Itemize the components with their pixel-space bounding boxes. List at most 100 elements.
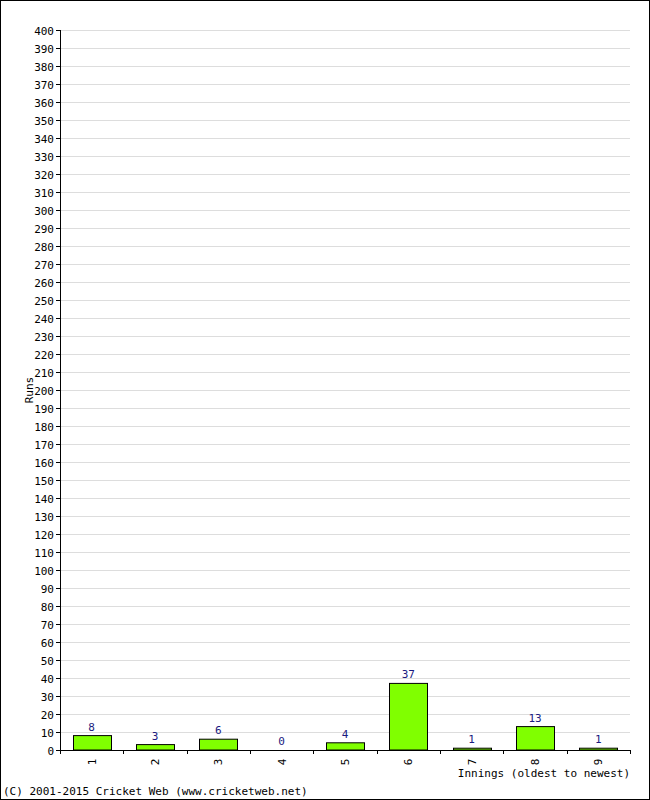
y-tick-label: 120 [34, 529, 54, 542]
grid-line [60, 48, 630, 49]
y-tick [56, 138, 60, 139]
y-tick [56, 156, 60, 157]
y-tick [56, 84, 60, 85]
y-tick [56, 678, 60, 679]
grid-line [60, 66, 630, 67]
bar [580, 748, 618, 750]
y-tick-label: 380 [34, 61, 54, 74]
y-tick-label: 320 [34, 169, 54, 182]
y-tick [56, 660, 60, 661]
grid-line [60, 660, 630, 661]
x-tick [187, 750, 188, 754]
bar [454, 748, 492, 750]
x-tick [567, 750, 568, 754]
y-tick-label: 280 [34, 241, 54, 254]
grid-line [60, 444, 630, 445]
y-tick-label: 360 [34, 97, 54, 110]
y-tick-label: 350 [34, 115, 54, 128]
y-tick-label: 190 [34, 403, 54, 416]
x-tick [503, 750, 504, 754]
y-tick [56, 300, 60, 301]
y-tick [56, 228, 60, 229]
grid-line [60, 534, 630, 535]
copyright: (C) 2001-2015 Cricket Web (www.cricketwe… [3, 785, 308, 798]
bar [517, 727, 555, 750]
grid-line [60, 372, 630, 373]
y-tick [56, 480, 60, 481]
grid-line [60, 678, 630, 679]
y-tick-label: 60 [41, 637, 54, 650]
data-label: 1 [595, 733, 602, 746]
grid-line [60, 642, 630, 643]
y-tick-label: 0 [47, 745, 54, 758]
y-tick-label: 330 [34, 151, 54, 164]
y-tick-label: 370 [34, 79, 54, 92]
y-tick [56, 552, 60, 553]
bar [137, 745, 175, 750]
y-tick [56, 408, 60, 409]
y-tick [56, 750, 60, 751]
grid-line [60, 624, 630, 625]
x-tick [440, 750, 441, 754]
y-tick [56, 714, 60, 715]
grid-line [60, 570, 630, 571]
x-tick-label: 6 [402, 759, 415, 766]
y-tick-label: 390 [34, 43, 54, 56]
data-label: 13 [528, 712, 541, 725]
grid-line [60, 462, 630, 463]
bar [200, 739, 238, 750]
data-label: 6 [215, 724, 222, 737]
grid-line [60, 84, 630, 85]
y-tick-label: 140 [34, 493, 54, 506]
y-tick-label: 400 [34, 25, 54, 38]
y-tick [56, 516, 60, 517]
grid-line [60, 246, 630, 247]
y-tick-label: 230 [34, 331, 54, 344]
grid-line [60, 318, 630, 319]
data-label: 8 [88, 721, 95, 734]
chart: 0102030405060708090100110120130140150160… [0, 0, 650, 800]
bars [74, 683, 618, 750]
grid-line [60, 120, 630, 121]
x-tick [123, 750, 124, 754]
x-tick-label: 2 [149, 759, 162, 766]
grid-line [60, 750, 630, 751]
y-tick [56, 462, 60, 463]
y-tick-label: 110 [34, 547, 54, 560]
x-tick [60, 750, 61, 754]
bar [327, 743, 365, 750]
data-label: 3 [152, 730, 159, 743]
y-tick [56, 120, 60, 121]
grid-line [60, 408, 630, 409]
y-tick [56, 732, 60, 733]
x-tick-label: 1 [86, 759, 99, 766]
y-tick [56, 444, 60, 445]
y-tick-label: 150 [34, 475, 54, 488]
y-tick-label: 220 [34, 349, 54, 362]
grid-line [60, 588, 630, 589]
y-tick [56, 318, 60, 319]
y-tick-label: 180 [34, 421, 54, 434]
y-tick [56, 264, 60, 265]
y-tick-label: 170 [34, 439, 54, 452]
grid-line [60, 498, 630, 499]
grid-line [60, 300, 630, 301]
x-tick-label: 8 [529, 759, 542, 766]
y-tick [56, 372, 60, 373]
y-tick-label: 270 [34, 259, 54, 272]
y-tick-label: 310 [34, 187, 54, 200]
grid-line [60, 102, 630, 103]
y-tick [56, 588, 60, 589]
y-tick-label: 70 [41, 619, 54, 632]
y-axis [60, 30, 61, 750]
y-tick [56, 390, 60, 391]
grid-line [60, 210, 630, 211]
y-tick [56, 498, 60, 499]
x-axis [60, 750, 630, 751]
x-tick-label: 7 [466, 759, 479, 766]
grid-line [60, 282, 630, 283]
y-tick [56, 570, 60, 571]
y-tick-label: 130 [34, 511, 54, 524]
y-tick-label: 50 [41, 655, 54, 668]
grid-line [60, 390, 630, 391]
